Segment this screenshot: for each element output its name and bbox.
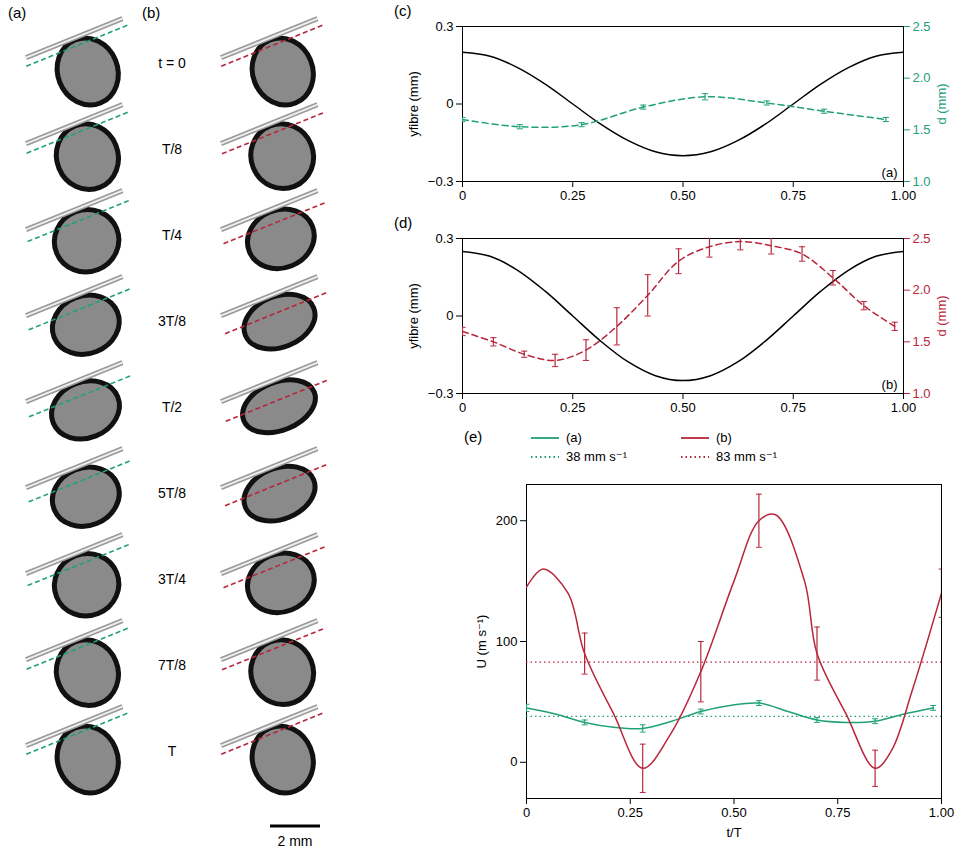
svg-text:(a): (a) (882, 165, 898, 180)
svg-text:0.25: 0.25 (560, 400, 585, 415)
svg-text:1.00: 1.00 (929, 805, 954, 820)
svg-text:100: 100 (496, 634, 518, 649)
svg-text:200: 200 (496, 513, 518, 528)
svg-text:5T/8: 5T/8 (158, 485, 186, 501)
svg-text:0.50: 0.50 (670, 188, 695, 203)
html-text:(b): (b) (716, 430, 732, 445)
svg-text:T/4: T/4 (162, 227, 182, 243)
svg-text:d (mm): d (mm) (934, 83, 949, 124)
svg-text:0.25: 0.25 (618, 805, 643, 820)
svg-text:3T/8: 3T/8 (158, 313, 186, 329)
svg-text:0: 0 (459, 188, 466, 203)
html-text:(a): (a) (566, 430, 582, 445)
svg-text:2 mm: 2 mm (278, 833, 313, 849)
svg-text:(b): (b) (882, 377, 898, 392)
html-text:38 mm s⁻¹: 38 mm s⁻¹ (566, 449, 627, 464)
svg-text:0.75: 0.75 (825, 805, 850, 820)
svg-text:0.50: 0.50 (721, 805, 746, 820)
svg-text:1.00: 1.00 (891, 188, 916, 203)
svg-text:T/2: T/2 (162, 399, 182, 415)
svg-text:7T/8: 7T/8 (158, 657, 186, 673)
svg-text:yfibre (mm): yfibre (mm) (406, 283, 421, 349)
svg-text:−0.3: −0.3 (428, 386, 454, 401)
svg-text:1.5: 1.5 (913, 122, 931, 137)
svg-text:1.0: 1.0 (913, 386, 931, 401)
svg-text:3T/4: 3T/4 (158, 571, 186, 587)
svg-text:0: 0 (523, 805, 530, 820)
svg-text:−0.3: −0.3 (428, 174, 454, 189)
svg-text:0: 0 (459, 400, 466, 415)
svg-text:0.25: 0.25 (560, 188, 585, 203)
svg-text:(b): (b) (142, 4, 160, 21)
html-text:(c): (c) (394, 2, 412, 19)
svg-text:0: 0 (446, 308, 453, 323)
html-text:(d): (d) (394, 214, 413, 231)
svg-text:0.50: 0.50 (670, 400, 695, 415)
svg-text:(a): (a) (8, 4, 26, 21)
svg-text:0.3: 0.3 (435, 231, 453, 246)
svg-text:yfibre (mm): yfibre (mm) (406, 71, 421, 137)
svg-text:0.75: 0.75 (781, 400, 806, 415)
svg-text:0.75: 0.75 (781, 188, 806, 203)
svg-text:d (mm): d (mm) (934, 295, 949, 336)
svg-text:1.0: 1.0 (913, 174, 931, 189)
svg-text:0.3: 0.3 (435, 19, 453, 34)
html-text:(e): (e) (464, 428, 483, 445)
svg-text:U (m s⁻¹): U (m s⁻¹) (474, 615, 489, 669)
html-text:83 mm s⁻¹: 83 mm s⁻¹ (716, 449, 777, 464)
svg-text:2.0: 2.0 (913, 282, 931, 297)
svg-text:t/T: t/T (726, 825, 741, 840)
svg-text:2.0: 2.0 (913, 70, 931, 85)
svg-text:t = 0: t = 0 (158, 55, 186, 71)
svg-text:2.5: 2.5 (913, 19, 931, 34)
svg-text:2.5: 2.5 (913, 231, 931, 246)
svg-text:T: T (168, 743, 177, 759)
svg-text:1.00: 1.00 (891, 400, 916, 415)
svg-text:1.5: 1.5 (913, 334, 931, 349)
svg-text:T/8: T/8 (162, 141, 182, 157)
svg-text:0: 0 (446, 96, 453, 111)
svg-text:0: 0 (510, 754, 517, 769)
